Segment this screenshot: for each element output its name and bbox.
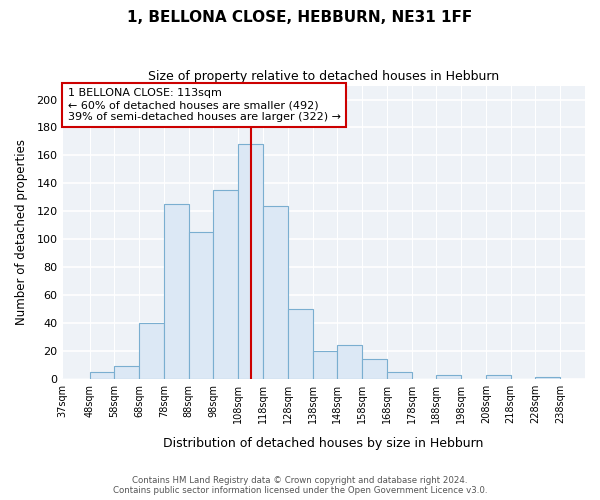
Bar [89,372,115,379]
Bar [313,351,337,379]
Text: Contains HM Land Registry data © Crown copyright and database right 2024.
Contai: Contains HM Land Registry data © Crown c… [113,476,487,495]
Bar [263,206,288,379]
Bar [387,372,412,379]
Bar [115,366,139,379]
Bar [214,190,238,379]
Bar [436,374,461,379]
X-axis label: Distribution of detached houses by size in Hebburn: Distribution of detached houses by size … [163,437,484,450]
Bar [535,378,560,379]
Text: 1, BELLONA CLOSE, HEBBURN, NE31 1FF: 1, BELLONA CLOSE, HEBBURN, NE31 1FF [127,10,473,25]
Bar [238,144,263,379]
Y-axis label: Number of detached properties: Number of detached properties [15,139,28,325]
Bar [188,232,214,379]
Bar [288,309,313,379]
Bar [362,360,387,379]
Text: 1 BELLONA CLOSE: 113sqm
← 60% of detached houses are smaller (492)
39% of semi-d: 1 BELLONA CLOSE: 113sqm ← 60% of detache… [68,88,341,122]
Title: Size of property relative to detached houses in Hebburn: Size of property relative to detached ho… [148,70,499,83]
Bar [139,323,164,379]
Bar [486,374,511,379]
Bar [337,346,362,379]
Bar [164,204,188,379]
